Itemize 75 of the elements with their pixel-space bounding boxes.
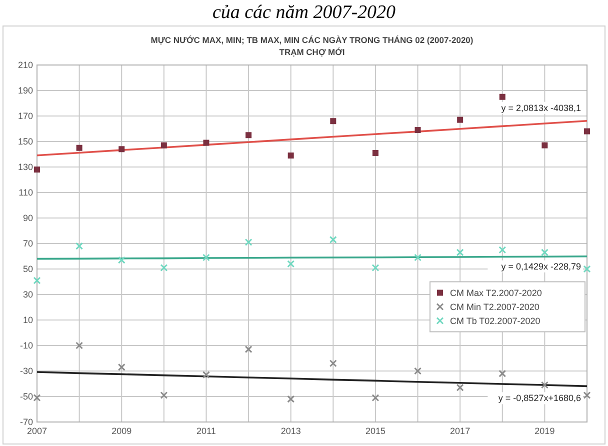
x-tick-label: 2011: [196, 426, 216, 436]
point: [160, 391, 168, 399]
point: [414, 127, 421, 134]
point: [456, 384, 464, 392]
annotation: y = 0,1429x -228,79: [501, 261, 581, 272]
y-tick-label: -30: [20, 366, 33, 376]
point: [456, 248, 464, 256]
x-tick-label: 2017: [450, 426, 470, 436]
y-tick-label: 170: [18, 111, 33, 121]
y-tick-label: 10: [22, 315, 33, 325]
point: [34, 166, 40, 173]
y-tick-label: 110: [18, 188, 33, 198]
y-tick-label: -10: [20, 340, 33, 350]
x-tick-label: 2009: [112, 426, 132, 436]
point: [287, 260, 295, 268]
point: [457, 116, 464, 123]
point: [540, 248, 548, 256]
y-tick-label: 130: [18, 162, 33, 172]
point: [583, 391, 591, 399]
point: [372, 394, 380, 402]
x-tick-label: 2019: [534, 426, 555, 436]
point: [287, 395, 295, 403]
line-series: [36, 120, 588, 156]
line-series: [36, 371, 588, 388]
point: [329, 360, 337, 368]
point: [118, 256, 126, 264]
annotation: y = -0,8527x+1680,6: [498, 393, 581, 404]
point: [203, 140, 210, 146]
annotation: y = 2,0813x -4038,1: [501, 102, 581, 113]
point: [76, 242, 84, 250]
point: [244, 238, 252, 246]
point: [372, 150, 378, 156]
y-tick-label: 70: [22, 238, 33, 248]
y-tick-label: -50: [20, 392, 33, 402]
point: [540, 381, 548, 389]
point: [542, 142, 548, 148]
point: [584, 128, 590, 134]
y-tick-label: -70: [20, 417, 33, 427]
y-tick-label: 50: [22, 264, 33, 274]
y-tick-label: 150: [18, 136, 33, 146]
point: [76, 144, 82, 151]
y-tick-label: 190: [18, 86, 33, 96]
legend-label: CM Max T2.2007-2020: [450, 288, 542, 298]
point: [33, 394, 41, 402]
point: [202, 371, 210, 379]
point: [160, 264, 168, 272]
point: [330, 118, 336, 124]
legend-label: CM Min T2.2007-2020: [450, 302, 540, 312]
y-tick-label: 210: [18, 60, 33, 70]
point: [118, 146, 125, 152]
y-tick-label: 30: [22, 290, 33, 300]
point: [33, 276, 41, 284]
point: [499, 94, 506, 100]
x-tick-label: 2007: [26, 426, 48, 436]
chart-subtitle: TRẠM CHỢ MỚI: [279, 47, 345, 57]
y-tick-label: 90: [22, 213, 33, 223]
point: [372, 264, 380, 272]
point: [202, 254, 210, 262]
point: [76, 342, 84, 350]
x-tick-label: 2013: [280, 426, 301, 436]
text: của các năm 2007-2020: [212, 2, 396, 23]
legend-label: CM Tb T02.2007-2020: [450, 316, 540, 326]
x-tick-label: 2015: [365, 426, 386, 436]
chart-title: MỰC NƯỚC MAX, MIN; TB MAX, MIN CÁC NGÀY TRONG THÁNG 02 (2007-2020): [150, 35, 474, 45]
point: [583, 265, 591, 273]
point: [246, 132, 252, 138]
point: [118, 363, 126, 371]
point: [244, 346, 252, 354]
point: [498, 246, 506, 254]
point: [414, 367, 422, 375]
point: [414, 254, 422, 262]
point: [498, 370, 506, 378]
point: [329, 236, 337, 244]
point: [288, 152, 294, 159]
point: [160, 142, 167, 148]
